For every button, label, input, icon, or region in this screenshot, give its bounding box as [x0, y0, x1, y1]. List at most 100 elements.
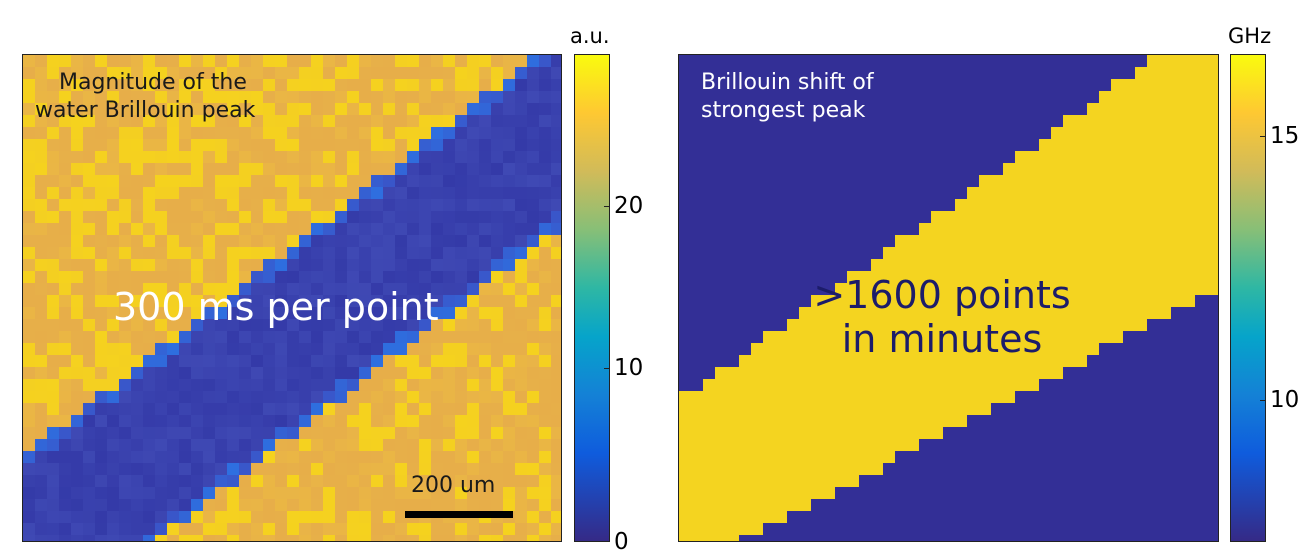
left-heatmap-cell [467, 355, 479, 367]
right-heatmap-cell [1183, 79, 1195, 91]
left-heatmap-cell [275, 343, 287, 355]
left-heatmap-cell [491, 343, 503, 355]
left-heatmap-cell [275, 163, 287, 175]
right-heatmap-cell [1039, 235, 1051, 247]
right-heatmap-cell [907, 427, 919, 439]
left-heatmap-cell [35, 523, 47, 535]
left-heatmap-cell [335, 463, 347, 475]
left-heatmap-cell [179, 211, 191, 223]
left-heatmap-cell [35, 475, 47, 487]
left-heatmap-cell [455, 379, 467, 391]
right-heatmap-cell [787, 523, 799, 535]
right-heatmap-cell [1183, 175, 1195, 187]
right-heatmap-cell [823, 439, 835, 451]
right-heatmap-cell [1159, 535, 1171, 542]
right-heatmap-cell [1183, 319, 1195, 331]
left-heatmap-cell [431, 115, 443, 127]
right-heatmap-cell [703, 307, 715, 319]
left-heatmap-cell [227, 439, 239, 451]
left-heatmap-cell [419, 367, 431, 379]
right-heatmap-cell [871, 511, 883, 523]
left-heatmap-cell [311, 103, 323, 115]
left-heatmap-cell [71, 283, 83, 295]
left-heatmap-cell [335, 259, 347, 271]
left-heatmap-cell [203, 523, 215, 535]
left-heatmap-cell [443, 319, 455, 331]
right-heatmap-cell [691, 523, 703, 535]
right-heatmap-cell [811, 391, 823, 403]
left-heatmap-cell [491, 367, 503, 379]
right-heatmap-cell [1159, 391, 1171, 403]
right-heatmap-cell [703, 199, 715, 211]
left-heatmap-cell [527, 223, 539, 235]
right-heatmap-cell [859, 55, 871, 67]
left-heatmap-cell [527, 163, 539, 175]
left-heatmap-cell [167, 223, 179, 235]
right-heatmap-cell [1195, 283, 1207, 295]
left-heatmap-cell [59, 379, 71, 391]
right-heatmap-cell [787, 127, 799, 139]
left-heatmap-cell [443, 259, 455, 271]
right-heatmap-cell [1111, 511, 1123, 523]
right-heatmap-cell [1147, 367, 1159, 379]
left-heatmap-cell [71, 235, 83, 247]
right-heatmap-cell [775, 151, 787, 163]
left-heatmap-cell [419, 259, 431, 271]
left-heatmap-cell [179, 451, 191, 463]
left-heatmap-cell [323, 235, 335, 247]
left-heatmap-cell [515, 487, 527, 499]
left-heatmap-cell [311, 79, 323, 91]
left-heatmap-cell [287, 175, 299, 187]
right-heatmap-cell [1159, 475, 1171, 487]
right-heatmap-cell [1195, 247, 1207, 259]
left-heatmap-cell [551, 535, 562, 542]
left-heatmap-cell [287, 463, 299, 475]
left-heatmap-cell [467, 415, 479, 427]
right-heatmap-cell [739, 463, 751, 475]
right-heatmap-cell [931, 127, 943, 139]
left-heatmap-cell [47, 499, 59, 511]
left-heatmap-cell [23, 523, 35, 535]
right-heatmap-cell [751, 403, 763, 415]
right-heatmap-cell [895, 535, 907, 542]
right-heatmap-cell [1171, 355, 1183, 367]
left-heatmap-cell [551, 331, 562, 343]
left-heatmap-cell [323, 355, 335, 367]
right-heatmap-cell [799, 499, 811, 511]
right-heatmap-cell [1099, 307, 1111, 319]
left-heatmap-cell [23, 91, 35, 103]
left-heatmap-cell [359, 103, 371, 115]
left-heatmap-cell [239, 259, 251, 271]
right-heatmap-cell [955, 415, 967, 427]
right-heatmap-cell [1195, 115, 1207, 127]
right-heatmap-cell [1159, 91, 1171, 103]
right-heatmap-cell [1147, 295, 1159, 307]
right-heatmap-cell [919, 247, 931, 259]
left-heatmap-cell [347, 67, 359, 79]
right-heatmap-cell [703, 271, 715, 283]
right-heatmap-cell [1075, 115, 1087, 127]
right-heatmap-cell [775, 499, 787, 511]
right-heatmap-cell [1111, 391, 1123, 403]
left-heatmap-cell [551, 175, 562, 187]
right-heatmap-cell [919, 91, 931, 103]
right-heatmap-cell [1159, 355, 1171, 367]
left-heatmap-cell [155, 127, 167, 139]
left-heatmap-cell [299, 331, 311, 343]
left-heatmap-cell [143, 259, 155, 271]
left-heatmap-cell [527, 487, 539, 499]
left-heatmap-cell [71, 151, 83, 163]
left-heatmap-cell [539, 307, 551, 319]
left-heatmap-cell [215, 235, 227, 247]
left-heatmap-cell [191, 523, 203, 535]
left-heatmap-cell [479, 115, 491, 127]
right-heatmap-cell [739, 415, 751, 427]
right-heatmap-cell [715, 451, 727, 463]
left-heatmap-cell [371, 343, 383, 355]
right-heatmap-cell [715, 403, 727, 415]
right-heatmap-cell [727, 499, 739, 511]
left-heatmap-cell [359, 163, 371, 175]
left-heatmap-cell [239, 187, 251, 199]
right-heatmap-cell [1111, 367, 1123, 379]
left-heatmap-cell [311, 427, 323, 439]
